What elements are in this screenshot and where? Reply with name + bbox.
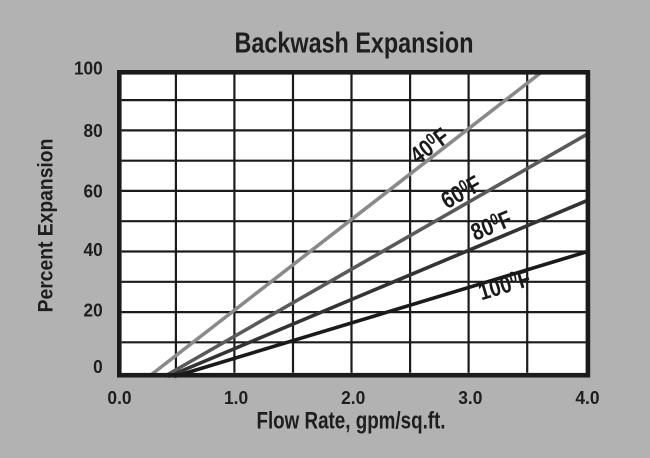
svg-text:60: 60 bbox=[84, 181, 103, 202]
svg-text:Flow Rate, gpm/sq.ft.: Flow Rate, gpm/sq.ft. bbox=[256, 406, 445, 434]
svg-text:0: 0 bbox=[93, 356, 103, 377]
svg-text:1.0: 1.0 bbox=[224, 387, 248, 408]
svg-text:Backwash Expansion: Backwash Expansion bbox=[235, 26, 474, 59]
svg-text:4.0: 4.0 bbox=[575, 387, 599, 408]
svg-text:Percent Expansion: Percent Expansion bbox=[35, 139, 58, 313]
svg-text:100: 100 bbox=[74, 58, 103, 79]
svg-text:40: 40 bbox=[84, 239, 103, 260]
svg-text:20: 20 bbox=[84, 300, 103, 321]
svg-text:80: 80 bbox=[84, 121, 103, 142]
svg-text:3.0: 3.0 bbox=[458, 387, 482, 408]
svg-text:2.0: 2.0 bbox=[341, 387, 365, 408]
svg-text:0.0: 0.0 bbox=[107, 387, 131, 408]
